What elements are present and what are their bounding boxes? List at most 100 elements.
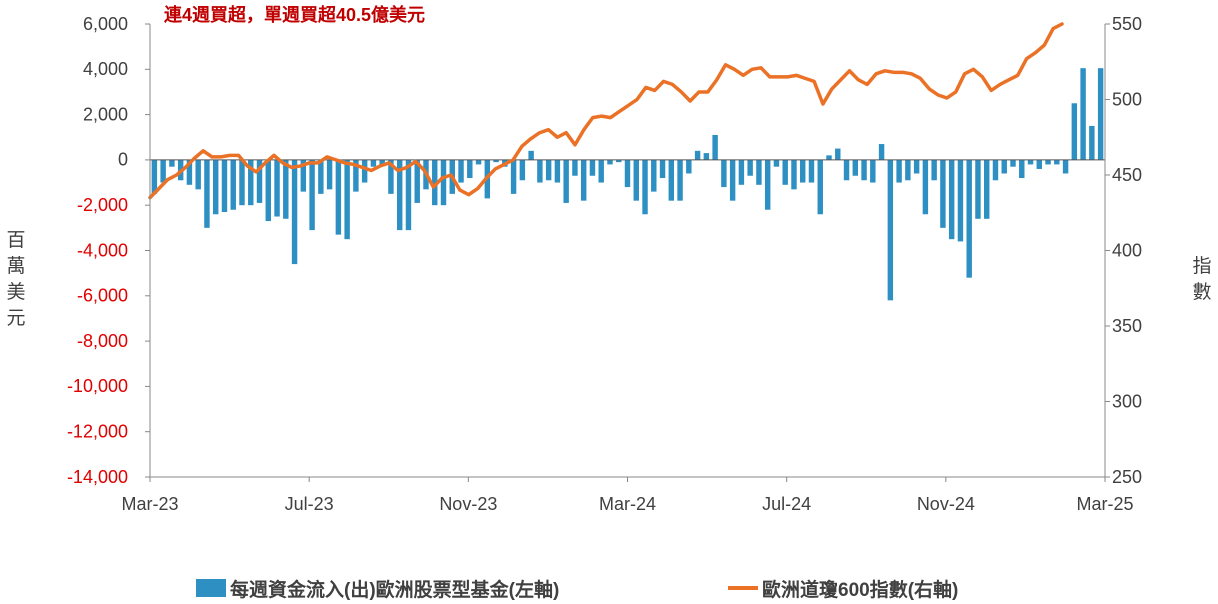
bar [826, 155, 832, 160]
bar [169, 159, 175, 167]
bar [870, 159, 876, 183]
bar [388, 159, 394, 194]
legend-swatch-line [728, 586, 758, 590]
bar [353, 159, 359, 192]
bar [239, 159, 245, 206]
bar [922, 159, 929, 215]
bar [545, 159, 552, 181]
bar [405, 159, 412, 231]
bar [580, 159, 587, 201]
bar [651, 159, 657, 192]
bar [729, 159, 736, 201]
bar [1089, 125, 1095, 160]
bar [668, 159, 675, 201]
bar [1036, 159, 1042, 169]
bar [896, 159, 902, 183]
x-tick-label: Nov-24 [917, 494, 975, 514]
bar [572, 159, 578, 176]
right-axis-ticks: 250 300 350 400 450 500 550 [1112, 14, 1142, 487]
right-tick-label: 400 [1112, 240, 1142, 260]
bar [931, 159, 937, 181]
bar [887, 159, 894, 301]
x-tick-label: Jul-24 [762, 494, 811, 514]
bar [370, 159, 377, 167]
bar [598, 159, 604, 183]
left-axis-ticks: -14,000 -12,000 -10,000 -8,000 -6,000 -4,000 -… [67, 14, 128, 487]
right-tick-label: 500 [1112, 89, 1142, 109]
right-tick-label: 250 [1112, 467, 1142, 487]
bar [686, 159, 692, 174]
bar [984, 159, 990, 219]
bar [510, 159, 517, 194]
bar [1062, 159, 1069, 174]
left-tick-label: -6,000 [77, 286, 128, 306]
bar [703, 153, 710, 160]
left-tick-label: 0 [118, 150, 128, 170]
bar [738, 159, 745, 185]
bar-series [151, 68, 1104, 301]
left-tick-label: -8,000 [77, 331, 128, 351]
right-tick-label: 550 [1112, 14, 1142, 34]
legend-label-bars: 每週資金流入(出)歐洲股票型基金(左軸) [230, 579, 560, 601]
bar [212, 159, 219, 215]
bar [1054, 159, 1060, 165]
bar [852, 159, 859, 176]
left-tick-label: -14,000 [67, 467, 128, 487]
right-axis-title: 指數 [1192, 256, 1212, 303]
left-tick-label: -10,000 [67, 376, 128, 396]
bar [782, 159, 788, 185]
bar [309, 159, 315, 231]
x-tick-label: Mar-23 [121, 494, 178, 514]
index-line [148, 22, 1064, 200]
bar [1080, 68, 1086, 160]
bar [335, 159, 342, 235]
bar [721, 159, 727, 188]
bar [493, 159, 499, 163]
bar [396, 159, 403, 231]
bar [642, 159, 648, 215]
bar [195, 159, 201, 190]
bar [563, 159, 569, 203]
bar [318, 159, 324, 194]
chart-annotation: 連4週買超，單週買超40.5億美元 [164, 4, 425, 25]
legend-item-bars: 每週資金流入(出)歐洲股票型基金(左軸) [196, 574, 559, 602]
right-tick-label: 300 [1112, 391, 1142, 411]
bar [283, 159, 289, 219]
bar [291, 159, 298, 265]
bar [966, 159, 972, 278]
bar [379, 159, 385, 165]
bar [151, 159, 158, 194]
bar [519, 159, 526, 181]
bar [808, 159, 815, 183]
bar [712, 134, 718, 160]
bar [773, 159, 780, 167]
bar [1071, 103, 1078, 160]
bar [1097, 68, 1104, 160]
bar [817, 159, 823, 215]
bar [878, 144, 885, 160]
bar [528, 150, 534, 160]
bar [957, 159, 964, 242]
bar [1027, 159, 1034, 165]
bar [475, 159, 482, 165]
bar [948, 159, 955, 240]
bar [256, 159, 263, 203]
bar [659, 159, 666, 179]
legend-item-line: 歐洲道瓊600指數(右軸) [728, 574, 958, 602]
bar [835, 148, 841, 160]
bar [1001, 159, 1007, 174]
bar [756, 159, 762, 185]
bar [589, 159, 596, 176]
bar [633, 159, 639, 201]
bar [230, 159, 236, 210]
bar [274, 159, 280, 217]
axes [145, 23, 1110, 482]
bar [940, 159, 946, 228]
x-tick-label: Mar-24 [599, 494, 656, 514]
bar [607, 159, 613, 165]
bar [913, 159, 920, 174]
bar [694, 150, 701, 160]
bar [248, 159, 254, 206]
x-tick-label: Jul-23 [285, 494, 334, 514]
line-series [148, 22, 1064, 200]
